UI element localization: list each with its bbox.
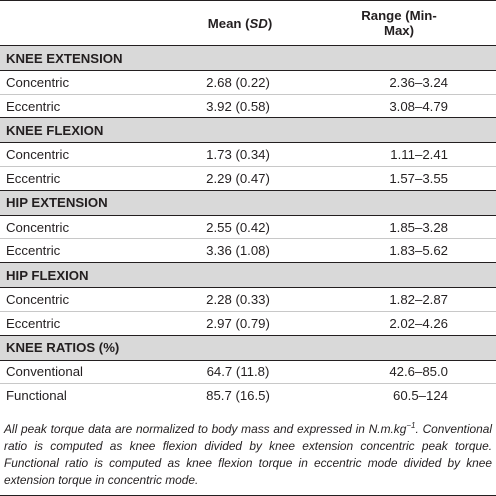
table-row: Concentric 2.68 (0.22) 2.36–3.24: [0, 70, 496, 95]
section-row: HIP EXTENSION: [0, 189, 496, 216]
row-mean: 1.73 (0.34): [166, 142, 310, 168]
header-mean-cell: Mean (SD): [166, 1, 310, 46]
section-title: HIP EXTENSION: [0, 189, 496, 216]
row-label: Concentric: [0, 142, 166, 168]
table-row: Concentric 2.55 (0.42) 1.85–3.28: [0, 215, 496, 240]
footnote-text-b: . Conventional ratio is computed as knee…: [4, 422, 492, 488]
table-body: KNEE EXTENSION Concentric 2.68 (0.22) 2.36–…: [0, 45, 496, 408]
row-label: Eccentric: [6, 170, 61, 186]
section-row: HIP FLEXION: [0, 262, 496, 289]
header-mean-suffix: ): [267, 15, 273, 31]
section-title: KNEE FLEXION: [0, 117, 496, 144]
row-label: Eccentric: [6, 243, 61, 259]
table-footnote: All peak torque data are normalized to b…: [0, 407, 496, 496]
row-label: Concentric: [0, 287, 166, 312]
row-mean: 3.36 (1.08): [206, 243, 270, 259]
row-range: 3.08–4.79: [389, 98, 448, 114]
peak-torque-table: Mean (SD) Range (Min-Max) KNEE EXTENSION…: [0, 0, 496, 408]
table-row: Eccentric 2.29 (0.47) 1.57–3.55: [0, 167, 496, 191]
row-label: Conventional: [0, 360, 166, 385]
section-title: KNEE EXTENSION: [0, 45, 496, 71]
row-range: 1.11–2.41: [310, 142, 496, 168]
row-mean: 64.7 (11.8): [166, 360, 310, 385]
table-header-row: Mean (SD) Range (Min-Max): [0, 0, 496, 46]
row-range: 42.6–85.0: [310, 360, 496, 385]
header-range-cell: Range (Min-Max): [361, 8, 437, 38]
footnote-text-a: All peak torque data are normalized to b…: [4, 422, 407, 437]
section-title: KNEE RATIOS (%): [0, 334, 496, 361]
section-row: KNEE FLEXION: [0, 117, 496, 144]
section-title: HIP FLEXION: [0, 262, 496, 289]
row-range: 1.57–3.55: [389, 170, 448, 186]
row-mean: 2.68 (0.22): [166, 70, 310, 95]
row-mean: 2.55 (0.42): [166, 215, 310, 240]
row-range: 2.36–3.24: [310, 70, 496, 95]
row-mean: 3.92 (0.58): [206, 98, 270, 114]
row-range: 60.5–124: [392, 388, 448, 404]
row-range: 1.85–3.28: [310, 215, 496, 240]
section-row: KNEE EXTENSION: [0, 45, 496, 71]
header-label-cell: [0, 1, 166, 46]
row-label: Concentric: [0, 215, 166, 240]
table-row: Eccentric 3.92 (0.58) 3.08–4.79: [0, 94, 496, 118]
table-row: Eccentric 2.97 (0.79) 2.02–4.26: [0, 311, 496, 335]
section-row: KNEE RATIOS (%): [0, 334, 496, 361]
row-range: 1.82–2.87: [310, 287, 496, 312]
header-mean-sd: SD: [249, 15, 268, 31]
table-row: Eccentric 3.36 (1.08) 1.83–5.62: [0, 239, 496, 263]
row-range: 1.83–5.62: [389, 243, 448, 259]
table-row: Concentric 1.73 (0.34) 1.11–2.41: [0, 142, 496, 168]
table-row: Functional 85.7 (16.5) 60.5–124: [0, 384, 496, 408]
row-label: Eccentric: [6, 315, 61, 331]
row-label: Functional: [6, 388, 67, 404]
row-mean: 2.29 (0.47): [206, 170, 270, 186]
row-label: Concentric: [0, 70, 166, 95]
row-mean: 85.7 (16.5): [206, 388, 270, 404]
header-mean-prefix: Mean (: [207, 15, 250, 31]
table-row: Conventional 64.7 (11.8) 42.6–85.0: [0, 360, 496, 385]
row-label: Eccentric: [6, 98, 61, 114]
footnote-superscript: −1: [406, 421, 416, 431]
row-range: 2.02–4.26: [389, 315, 448, 331]
table-row: Concentric 2.28 (0.33) 1.82–2.87: [0, 287, 496, 312]
row-mean: 2.28 (0.33): [166, 287, 310, 312]
row-mean: 2.97 (0.79): [206, 315, 270, 331]
